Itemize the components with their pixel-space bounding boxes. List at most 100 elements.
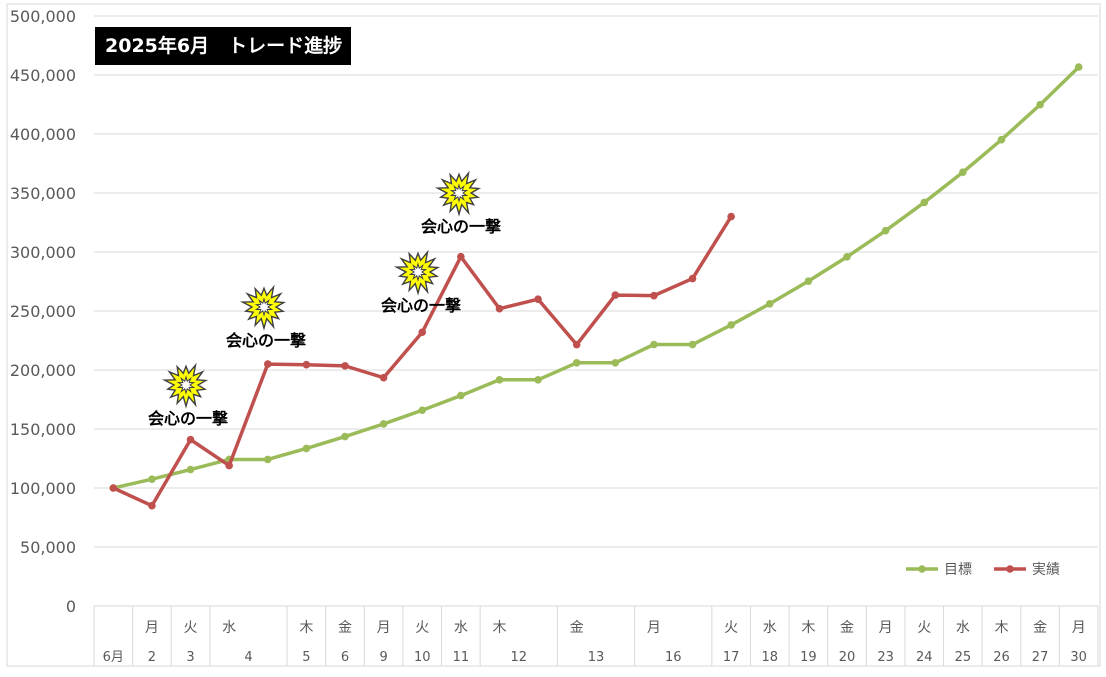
- data-point-0: [727, 321, 735, 329]
- burst-icon-core: [449, 183, 469, 203]
- y-tick-label: 450,000: [10, 66, 76, 85]
- y-tick-label: 150,000: [10, 420, 76, 439]
- data-point-0: [920, 198, 929, 207]
- data-point-0: [959, 168, 967, 177]
- x-weekday-label: 金: [338, 620, 352, 636]
- data-point-0: [650, 340, 658, 349]
- x-date-label: 6: [341, 650, 349, 665]
- x-date-label: 30: [1070, 650, 1087, 665]
- x-weekday-label: 木: [801, 620, 815, 636]
- burst-icon-core: [408, 262, 428, 282]
- data-point-1: [302, 360, 311, 369]
- x-weekday-label: 木: [994, 620, 1008, 636]
- data-point-1: [457, 252, 465, 261]
- data-point-0: [804, 277, 813, 285]
- data-point-0: [302, 444, 311, 453]
- x-weekday-label: 金: [570, 620, 584, 636]
- x-date-label: 2: [148, 650, 156, 665]
- x-weekday-label: 水: [763, 620, 777, 636]
- y-tick-label: 200,000: [10, 361, 76, 380]
- legend-marker-0: [918, 565, 926, 573]
- y-tick-label: 100,000: [10, 479, 76, 498]
- data-point-1: [418, 328, 427, 337]
- y-tick-label: 50,000: [20, 538, 76, 557]
- x-date-label: 12: [510, 650, 527, 665]
- data-point-0: [534, 375, 542, 384]
- burst-icon-core: [176, 375, 196, 395]
- x-weekday-label: 金: [840, 620, 854, 636]
- x-weekday-label: 月: [1072, 620, 1086, 636]
- data-point-1: [727, 212, 735, 221]
- legend-label-0: 目標: [944, 562, 972, 578]
- x-date-label: 3: [186, 650, 194, 665]
- x-date-label: 4: [244, 650, 252, 665]
- y-tick-label: 300,000: [10, 243, 76, 262]
- x-weekday-label: 木: [299, 620, 313, 636]
- data-point-0: [379, 420, 388, 428]
- x-weekday-label: 金: [1033, 620, 1047, 636]
- x-date-label: 19: [800, 650, 817, 665]
- data-point-0: [997, 135, 1006, 144]
- annotation-label: 会心の一撃: [148, 409, 228, 428]
- data-point-1: [611, 291, 620, 299]
- x-weekday-label: 月: [377, 620, 391, 636]
- data-point-0: [688, 340, 697, 349]
- y-tick-label: 400,000: [10, 125, 76, 144]
- x-weekday-label: 水: [956, 620, 970, 636]
- x-date-label: 24: [916, 650, 933, 665]
- x-date-label: 5: [302, 650, 310, 665]
- chart-border: [6, 3, 1101, 667]
- x-date-label: 18: [761, 650, 778, 665]
- data-point-0: [843, 253, 851, 261]
- y-tick-label: 0: [66, 597, 76, 616]
- data-point-1: [379, 373, 388, 382]
- x-weekday-label: 火: [184, 620, 198, 636]
- data-point-0: [1036, 100, 1044, 109]
- data-point-1: [109, 484, 118, 492]
- data-point-0: [341, 432, 349, 441]
- legend-marker-1: [1006, 565, 1014, 573]
- y-tick-label: 500,000: [10, 7, 76, 26]
- data-point-0: [148, 475, 156, 483]
- data-point-0: [457, 391, 465, 400]
- x-weekday-label: 木: [492, 620, 506, 636]
- data-point-0: [572, 359, 581, 367]
- x-date-label: 27: [1032, 650, 1049, 665]
- x-date-label: 13: [588, 650, 605, 665]
- x-date-label: 16: [665, 650, 682, 665]
- data-point-0: [765, 300, 774, 308]
- data-point-1: [186, 435, 195, 444]
- data-point-0: [1074, 63, 1083, 71]
- x-weekday-label: 月: [145, 620, 159, 636]
- data-point-1: [688, 274, 697, 283]
- x-weekday-label: 火: [415, 620, 429, 636]
- x-date-label: 25: [955, 650, 972, 665]
- x-date-label: 23: [877, 650, 894, 665]
- x-weekday-label: 火: [917, 620, 931, 636]
- x-date-label: 6月: [103, 650, 124, 665]
- burst-icon-core: [254, 297, 274, 317]
- x-date-label: 9: [379, 650, 387, 665]
- data-point-1: [341, 362, 349, 370]
- x-date-label: 26: [993, 650, 1010, 665]
- data-point-1: [263, 360, 272, 368]
- annotation-label: 会心の一撃: [421, 217, 501, 236]
- x-weekday-label: 月: [879, 620, 893, 636]
- data-point-1: [650, 291, 658, 300]
- data-point-1: [225, 461, 233, 470]
- data-point-1: [495, 304, 504, 313]
- annotation-label: 会心の一撃: [226, 331, 306, 350]
- chart-title: 2025年6月 トレード進捗: [95, 27, 351, 65]
- data-point-0: [611, 359, 620, 367]
- data-point-0: [881, 226, 890, 235]
- data-point-0: [263, 455, 272, 464]
- data-point-1: [148, 501, 156, 510]
- x-weekday-label: 火: [724, 620, 738, 636]
- data-point-0: [495, 375, 504, 384]
- data-point-1: [534, 295, 542, 304]
- series-line-0: [111, 65, 1081, 490]
- x-date-label: 11: [453, 650, 470, 665]
- y-tick-label: 250,000: [10, 302, 76, 321]
